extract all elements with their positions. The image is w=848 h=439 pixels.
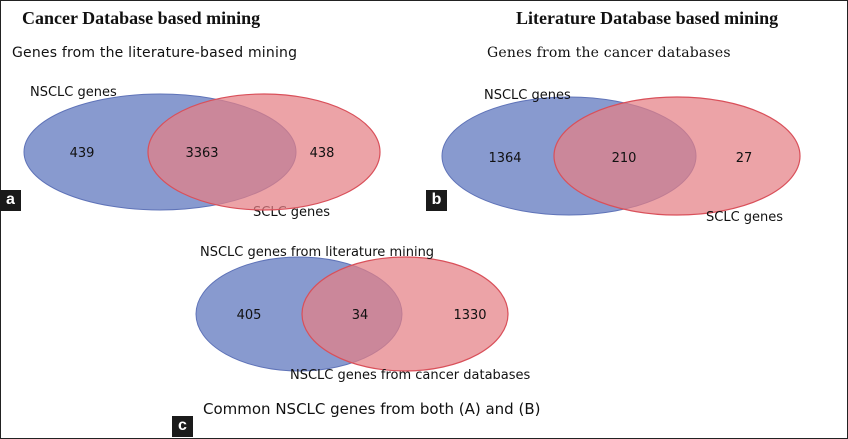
panel-a-tag: a — [0, 190, 21, 211]
panel-c-set-cancer-db — [301, 256, 509, 372]
panel-a-left-set-label: NSCLC genes — [30, 85, 117, 100]
panel-b-subtitle: Genes from the cancer databases — [487, 45, 731, 61]
panel-a-venn: 439 3363 438 — [23, 93, 381, 211]
panel-b-overlap-count: 210 — [612, 151, 637, 166]
panel-a-right-count: 438 — [310, 146, 335, 161]
panel-c-left-count: 405 — [237, 308, 262, 323]
panel-c-bottom-set-label: NSCLC genes from cancer databases — [290, 368, 531, 383]
panel-b-venn: 1364 210 27 — [441, 96, 801, 216]
panel-c-overlap-count: 34 — [352, 308, 369, 323]
panel-b-tag: b — [426, 190, 447, 211]
panel-a-subtitle: Genes from the literature-based mining — [12, 45, 298, 61]
panel-a-left-count: 439 — [70, 146, 95, 161]
panel-a-set-sclc — [147, 93, 381, 211]
panel-c-top-set-label: NSCLC genes from literature mining — [200, 245, 435, 260]
panel-c-venn: 405 34 1330 — [195, 256, 509, 372]
panel-c-right-count: 1330 — [453, 308, 486, 323]
panel-b-right-count: 27 — [736, 151, 753, 166]
panel-b-left-set-label: NSCLC genes — [484, 88, 571, 103]
panel-b-set-sclc — [553, 96, 801, 216]
panel-b-heading: Literature Database based mining — [516, 8, 779, 28]
panel-b-left-count: 1364 — [488, 151, 521, 166]
panel-c-tag: c — [172, 416, 193, 437]
panel-a-overlap-count: 3363 — [185, 146, 218, 161]
panel-b-right-set-label: SCLC genes — [706, 210, 784, 225]
panel-a-heading: Cancer Database based mining — [22, 8, 261, 28]
panel-c-caption: Common NSCLC genes from both (A) and (B) — [203, 400, 541, 418]
